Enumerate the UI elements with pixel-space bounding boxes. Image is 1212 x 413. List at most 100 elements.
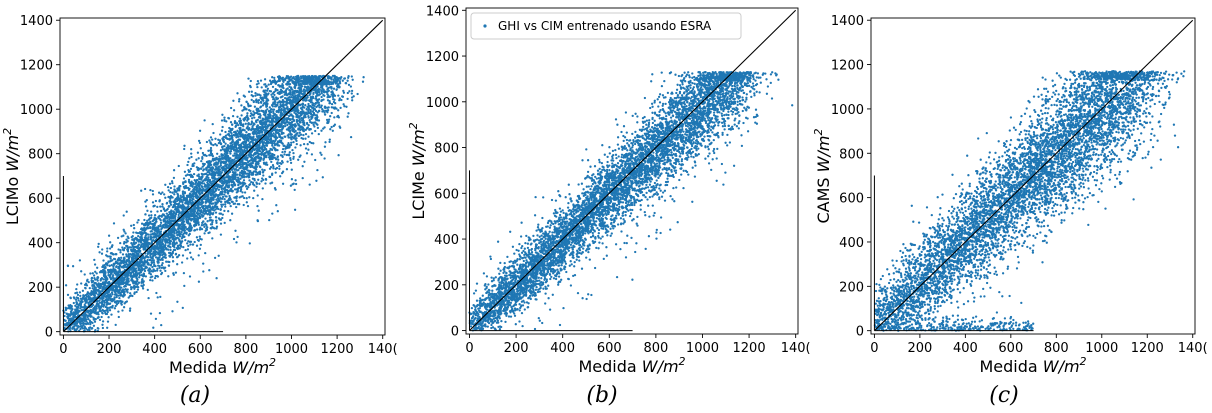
scatter-point xyxy=(137,272,141,275)
scatter-point xyxy=(232,202,235,206)
scatter-point xyxy=(255,181,258,184)
scatter-point xyxy=(112,222,116,225)
scatter-point xyxy=(273,93,276,97)
scatter-point xyxy=(290,141,293,144)
scatter-point xyxy=(152,259,155,262)
scatter-point xyxy=(160,272,163,276)
scatter-point xyxy=(166,219,169,223)
scatter-point xyxy=(291,88,294,91)
scatter-point xyxy=(307,135,310,138)
scatter-point xyxy=(229,219,232,222)
scatter-point xyxy=(236,141,240,145)
scatter-point xyxy=(169,251,172,255)
scatter-point xyxy=(115,265,118,269)
scatter-point xyxy=(301,74,305,78)
scatter-point xyxy=(127,283,130,286)
scatter-point xyxy=(201,201,205,204)
scatter-point xyxy=(205,140,209,144)
scatter-point xyxy=(201,151,205,155)
scatter-point xyxy=(188,275,192,278)
scatter-point xyxy=(282,144,285,147)
scatter-point xyxy=(241,191,244,194)
scatter-point xyxy=(127,280,130,283)
scatter-point xyxy=(295,142,298,146)
scatter-point xyxy=(122,214,125,217)
scatter-point xyxy=(320,153,323,156)
scatter-point xyxy=(67,304,70,307)
scatter-point xyxy=(256,204,259,208)
scatter-point xyxy=(204,251,207,255)
scatter-point xyxy=(169,248,172,252)
scatter-point xyxy=(168,182,172,185)
scatter-point xyxy=(280,171,284,175)
scatter-point xyxy=(69,296,72,299)
scatter-point xyxy=(182,190,185,193)
scatter-point xyxy=(156,210,159,213)
scatter-point xyxy=(278,161,282,165)
scatter-point xyxy=(323,111,326,114)
scatter-point xyxy=(200,176,204,179)
scatter-point xyxy=(298,155,301,159)
scatter-point xyxy=(195,158,198,161)
scatter-point xyxy=(184,180,187,183)
scatter-point xyxy=(221,203,225,206)
scatter-point xyxy=(235,147,238,150)
scatter-point xyxy=(267,83,270,86)
scatter-point xyxy=(113,307,117,310)
scatter-point xyxy=(302,142,306,146)
scatter-point xyxy=(87,326,91,330)
scatter-point xyxy=(337,154,340,157)
scatter-point xyxy=(242,179,246,182)
scatter-point xyxy=(211,221,214,224)
scatter-point xyxy=(139,233,143,236)
scatter-point xyxy=(81,289,85,292)
scatter-point xyxy=(117,310,120,313)
scatter-point xyxy=(195,228,199,231)
scatter-point xyxy=(235,199,238,202)
scatter-point xyxy=(215,227,218,230)
scatter-point xyxy=(239,171,242,174)
scatter-point xyxy=(281,142,284,145)
scatter-point xyxy=(108,247,112,250)
scatter-point xyxy=(106,250,109,253)
scatter-point xyxy=(143,187,147,191)
scatter-point xyxy=(303,160,306,163)
scatter-point xyxy=(156,267,159,270)
scatter-point xyxy=(125,255,128,258)
scatter-point xyxy=(106,326,109,329)
scatter-point xyxy=(171,260,175,263)
scatter-point xyxy=(240,114,243,117)
scatter-point xyxy=(261,168,264,171)
scatter-point xyxy=(217,254,220,257)
scatter-point xyxy=(137,281,141,284)
scatter-point xyxy=(117,248,120,251)
scatter-point xyxy=(166,216,169,219)
scatter-point xyxy=(219,133,222,136)
scatter-point xyxy=(286,123,289,127)
scatter-point xyxy=(104,262,108,266)
scatter-point xyxy=(246,143,249,147)
scatter-point xyxy=(79,307,82,310)
scatter-point xyxy=(338,125,341,128)
scatter-point xyxy=(142,227,145,230)
scatter-point xyxy=(297,128,300,131)
scatter-point xyxy=(250,98,253,102)
scatter-point xyxy=(218,212,221,215)
scatter-point xyxy=(299,110,303,114)
scatter-point xyxy=(261,197,264,201)
scatter-point xyxy=(217,141,221,145)
scatter-point xyxy=(159,221,163,224)
scatter-point xyxy=(187,244,190,248)
scatter-point xyxy=(123,263,127,267)
scatter-point xyxy=(70,306,73,309)
scatter-point xyxy=(96,276,99,279)
scatter-point xyxy=(219,149,223,152)
scatter-point xyxy=(137,218,140,222)
scatter-point xyxy=(248,242,251,245)
scatter-point xyxy=(276,162,279,165)
scatter-point xyxy=(245,131,248,134)
scatter-point xyxy=(260,101,263,104)
scatter-point xyxy=(347,83,351,87)
scatter-point xyxy=(172,169,176,172)
scatter-point xyxy=(281,150,284,154)
